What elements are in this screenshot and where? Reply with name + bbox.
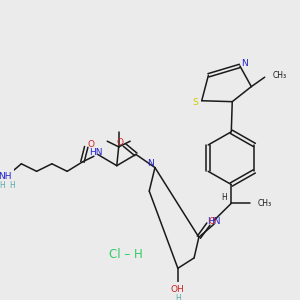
Text: O: O	[88, 140, 94, 148]
Text: O: O	[209, 217, 216, 226]
Text: N: N	[147, 159, 154, 168]
Text: H: H	[175, 294, 181, 300]
Text: HN: HN	[207, 217, 221, 226]
Text: Cl – H: Cl – H	[110, 248, 143, 261]
Text: OH: OH	[171, 285, 185, 294]
Text: H: H	[221, 193, 226, 202]
Text: CH₃: CH₃	[272, 71, 286, 80]
Text: O: O	[116, 138, 123, 147]
Text: HN: HN	[89, 148, 103, 157]
Text: N: N	[241, 58, 248, 68]
Text: NH: NH	[0, 172, 12, 182]
Text: H: H	[9, 181, 15, 190]
Text: H: H	[0, 181, 5, 190]
Text: S: S	[192, 98, 198, 107]
Text: CH₃: CH₃	[258, 199, 272, 208]
